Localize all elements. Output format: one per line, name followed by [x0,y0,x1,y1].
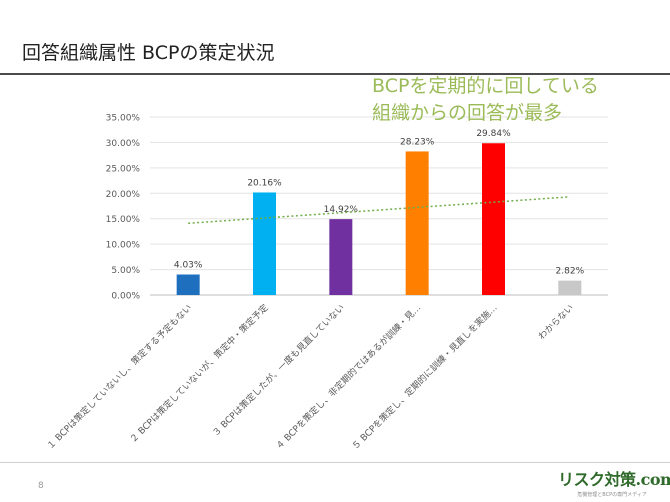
x-category-label: ５ BCPを策定し、定期的に訓練・見直しを実施… [349,302,499,452]
x-category-label: ２ BCPは策定していないが、策定中・策定予定 [127,302,271,446]
bar [405,151,429,295]
title-divider [0,73,670,75]
callout-line-1: BCPを定期的に回している [372,75,599,97]
page-number: 8 [38,481,44,491]
y-tick-label: 10.00% [106,241,141,251]
data-label: 20.16% [247,178,282,188]
logo-subtext: 危機管理とBCPの専門メディア [577,492,647,498]
callout-annotation: BCPを定期的に回している 組織からの回答が最多 [372,73,599,127]
y-tick-label: 25.00% [106,164,141,174]
bar [558,280,582,295]
y-tick-label: 5.00% [111,266,140,276]
x-category-label: わからない [536,302,576,342]
slide-title: 回答組織属性 BCPの策定状況 [22,42,275,64]
y-tick-label: 0.00% [111,292,140,302]
bar-chart: 0.00% 5.00% 10.00% 15.00% 20.00% 25.00% 30.00%… [44,114,608,452]
data-label: 14.92% [324,205,359,215]
data-label: 2.82% [556,267,585,277]
y-tick-label: 30.00% [106,139,141,149]
trendline [188,196,570,225]
x-category-label: ４ BCPを策定し、非定期的ではあるが訓練・見… [273,302,423,452]
y-tick-label: 20.00% [106,190,141,200]
data-label: 29.84% [476,129,511,139]
callout-line-2: 組織からの回答が最多 [372,102,563,124]
y-tick-label: 15.00% [106,215,141,225]
x-category-label: ３ BCPは策定したが、一度も見直していない [210,302,347,439]
brand-logo: リスク対策.com 危機管理とBCPの専門メディア [558,466,670,498]
x-category-label: １ BCPは策定していないし、策定する予定もない [44,302,194,452]
footer-divider [0,462,670,463]
data-label: 4.03% [174,261,203,271]
logo-text: リスク対策.com [558,470,670,489]
data-label: 28.23% [400,137,435,147]
y-tick-label: 35.00% [106,114,141,124]
bar [176,274,200,295]
bar [482,143,505,295]
bar [329,219,353,295]
bar [253,192,276,295]
